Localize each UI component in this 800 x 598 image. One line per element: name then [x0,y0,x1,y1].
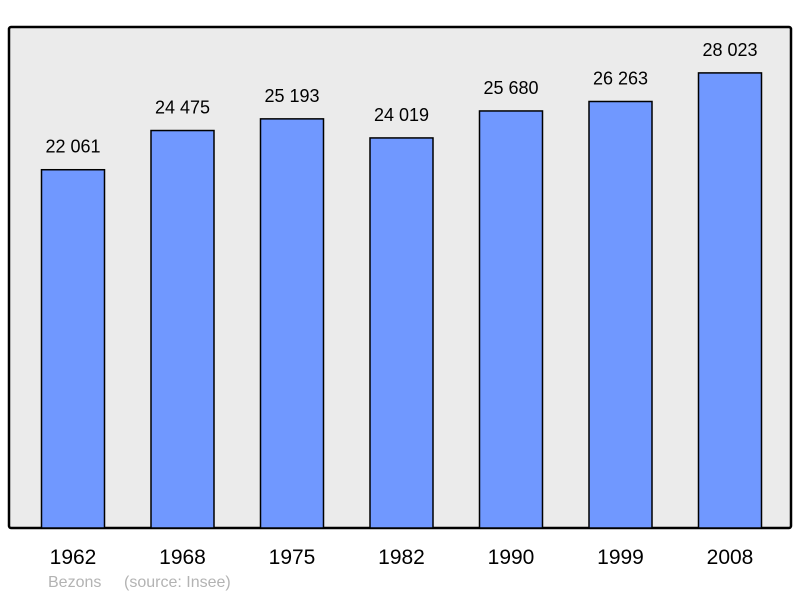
data-label: 22 061 [45,137,100,157]
bar-1968 [150,129,215,529]
bar-1975 [259,118,325,529]
bar-1990 [478,110,544,529]
x-tick-label: 1968 [159,546,206,569]
data-label: 28 023 [702,40,757,60]
x-tick-label: 1982 [378,546,425,569]
bar-1999 [588,100,653,529]
data-label: 25 193 [264,86,319,106]
data-label: 26 263 [593,68,648,88]
data-label: 25 680 [483,78,538,98]
bar-1962 [40,168,106,529]
bar-2008 [697,72,763,529]
x-tick-label: 1990 [488,546,535,569]
place-caption: Bezons [48,574,102,591]
data-label: 24 019 [374,105,429,125]
source-caption: (source: Insee) [124,574,231,591]
x-tick-label: 1962 [50,546,97,569]
data-label: 24 475 [155,98,210,118]
x-tick-label: 1999 [597,546,644,569]
x-tick-label: 2008 [707,546,754,569]
x-tick-label: 1975 [269,546,316,569]
bar-1982 [369,137,434,529]
